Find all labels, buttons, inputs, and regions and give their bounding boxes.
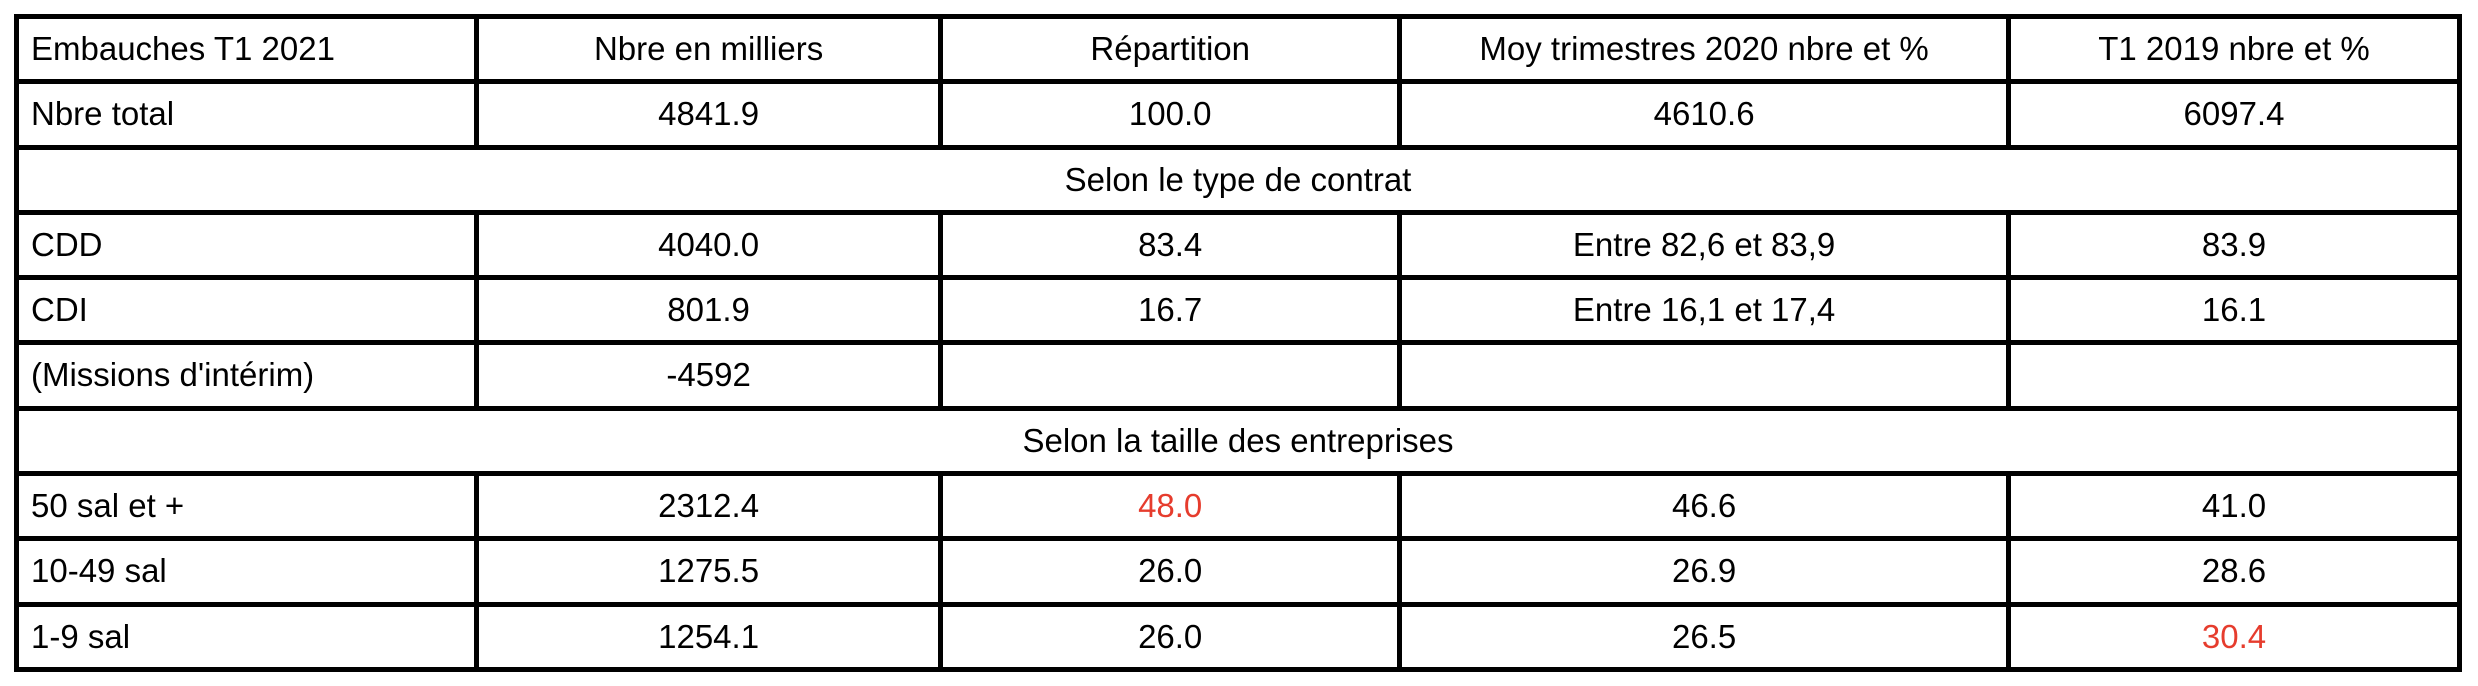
row-cdi: CDI 801.9 16.7 Entre 16,1 et 17,4 16.1 [13,275,2463,346]
row-label-cell: CDD [13,209,480,281]
header-cell-embauches: Embauches T1 2021 [13,13,480,85]
value-cell: 4610.6 [1397,79,2011,150]
empty-cell [938,340,1403,411]
header-cell-t1-2019: T1 2019 nbre et % [2005,13,2463,85]
row-label-cell: 1-9 sal [13,601,480,673]
empty-cell [1397,340,2011,411]
embauches-table: Embauches T1 2021 Nbre en milliers Répar… [13,13,2463,673]
value-cell: 26.0 [938,536,1403,607]
row-label-cell: 10-49 sal [13,536,480,607]
row-label-cell: Nbre total [13,79,480,150]
section-header-taille: Selon la taille des entreprises [14,405,2462,477]
header-cell-nbre-milliers: Nbre en milliers [474,13,944,85]
header-cell-moy-2020: Moy trimestres 2020 nbre et % [1397,13,2011,85]
value-cell: 2312.4 [474,471,944,542]
section-row-taille: Selon la taille des entreprises [14,405,2462,477]
value-cell: 26.5 [1397,601,2011,673]
value-cell: 26.0 [938,601,1403,673]
value-cell: 26.9 [1397,536,2011,607]
value-cell: 4841.9 [474,79,944,150]
section-row-contrat: Selon le type de contrat [14,144,2462,215]
value-cell: 83.4 [938,209,1403,281]
row-label-cell: CDI [13,275,480,346]
value-cell: 801.9 [474,275,944,346]
value-cell: Entre 16,1 et 17,4 [1397,275,2011,346]
value-cell: Entre 82,6 et 83,9 [1397,209,2011,281]
value-cell: 16.1 [2005,275,2463,346]
value-cell: 83.9 [2005,209,2463,281]
row-label-cell: 50 sal et + [13,471,480,542]
row-1049sal: 10-49 sal 1275.5 26.0 26.9 28.6 [13,536,2463,607]
header-cell-repartition: Répartition [938,13,1403,85]
value-cell: 28.6 [2005,536,2463,607]
row-19sal: 1-9 sal 1254.1 26.0 26.5 30.4 [13,601,2463,673]
header-row: Embauches T1 2021 Nbre en milliers Répar… [13,13,2463,85]
row-interim: (Missions d'intérim) -4592 [13,340,2463,411]
value-cell: 4040.0 [474,209,944,281]
section-header-contrat: Selon le type de contrat [14,144,2462,215]
value-cell: 1254.1 [474,601,944,673]
value-cell-highlighted: 48.0 [938,471,1403,542]
value-cell: 41.0 [2005,471,2463,542]
row-cdd: CDD 4040.0 83.4 Entre 82,6 et 83,9 83.9 [13,209,2463,281]
value-cell-highlighted: 30.4 [2005,601,2463,673]
empty-cell [2005,340,2463,411]
value-cell: 1275.5 [474,536,944,607]
value-cell: 46.6 [1397,471,2011,542]
value-cell: 6097.4 [2005,79,2463,150]
row-label-cell: (Missions d'intérim) [13,340,480,411]
row-50sal: 50 sal et + 2312.4 48.0 46.6 41.0 [13,471,2463,542]
value-cell: 16.7 [938,275,1403,346]
total-row: Nbre total 4841.9 100.0 4610.6 6097.4 [13,79,2463,150]
value-cell: 100.0 [938,79,1403,150]
value-cell: -4592 [474,340,944,411]
